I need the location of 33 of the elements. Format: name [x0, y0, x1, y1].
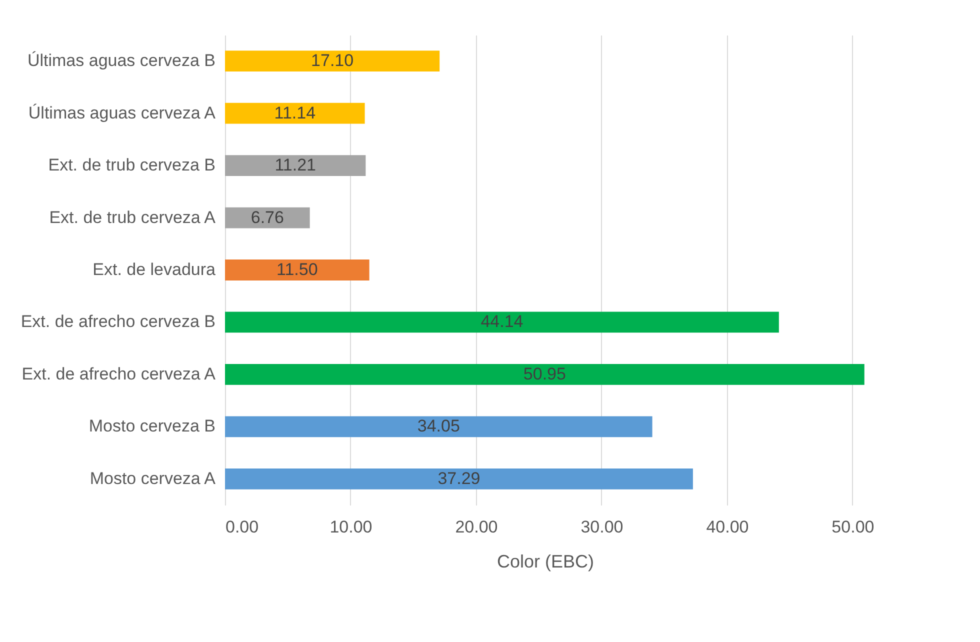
data-label: 17.10 — [311, 51, 354, 70]
y-tick-label: Ext. de trub cerveza A — [49, 208, 216, 227]
bar — [225, 50, 440, 72]
y-tick-label: Mosto cerveza B — [88, 416, 216, 436]
bar — [225, 416, 652, 438]
x-tick-label: 10.00 — [330, 518, 372, 536]
y-tick-label: Últimas aguas cerveza A — [28, 103, 216, 122]
y-tick-label: Ext. de trub cerveza B — [48, 156, 216, 175]
y-tick-label: Últimas aguas cerveza B — [27, 51, 216, 70]
bar — [225, 312, 779, 333]
x-tick-label: 0.00 — [226, 518, 259, 536]
data-label: 34.05 — [417, 416, 460, 436]
y-tick-label: Mosto cerveza A — [90, 468, 216, 488]
data-label: 44.14 — [480, 312, 524, 332]
data-label: 11.14 — [274, 103, 316, 122]
y-tick-label: Ext. de afrecho cerveza B — [20, 312, 216, 332]
bar — [225, 468, 693, 490]
data-label: 37.29 — [438, 468, 480, 488]
data-label: 11.50 — [276, 260, 318, 279]
data-label: 11.21 — [274, 156, 316, 175]
x-tick-label: 50.00 — [832, 518, 874, 536]
x-tick-label: 20.00 — [455, 518, 498, 536]
y-tick-label: Ext. de levadura — [92, 260, 216, 279]
x-axis-title: Color (EBC) — [496, 552, 594, 572]
bar — [225, 364, 864, 385]
x-tick-label: 30.00 — [580, 518, 624, 536]
bar — [225, 260, 370, 280]
bar — [225, 102, 365, 124]
y-tick-label: Ext. de afrecho cerveza A — [22, 364, 216, 384]
data-label: 6.76 — [250, 208, 284, 227]
bar — [225, 155, 366, 176]
data-label: 50.95 — [523, 364, 566, 384]
x-tick-label: 40.00 — [706, 518, 749, 536]
